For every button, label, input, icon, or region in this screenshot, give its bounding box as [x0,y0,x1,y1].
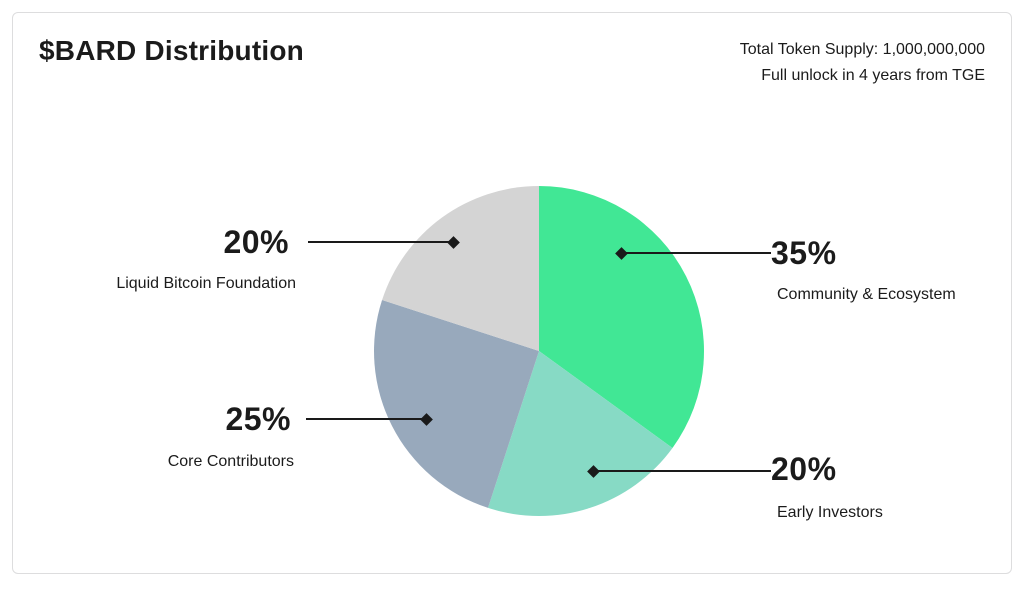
pie-chart-svg [374,186,704,516]
slice-label-core-contributors: Core Contributors [167,453,294,470]
distribution-card: $BARD Distribution Total Token Supply: 1… [12,12,1012,574]
slice-percentage-early-investors: 20% [771,451,837,487]
page-title: $BARD Distribution [39,35,304,66]
pie-slice-community-ecosystem [539,186,704,448]
slice-percentage-community-ecosystem: 35% [771,235,837,271]
pie-slice-liquid-bitcoin-foundation [382,186,539,351]
pie-slice-early-investors [488,351,673,516]
leader-line-core-contributors [306,418,426,420]
total-supply-text: Total Token Supply: 1,000,000,000 [739,41,985,58]
unlock-note-text: Full unlock in 4 years from TGE [761,67,985,84]
leader-line-liquid-bitcoin-foundation [308,241,453,243]
slice-label-community-ecosystem: Community & Ecosystem [777,286,956,303]
supply-info: Total Token Supply: 1,000,000,000 Full u… [740,37,985,89]
slice-percentage-core-contributors: 25% [225,401,291,437]
slice-label-early-investors: Early Investors [777,504,883,521]
slice-label-liquid-bitcoin-foundation: Liquid Bitcoin Foundation [116,275,296,292]
leader-line-community-ecosystem [621,252,771,254]
slice-percentage-liquid-bitcoin-foundation: 20% [223,224,289,260]
pie-chart [374,186,704,516]
pie-slice-core-contributors [374,300,539,508]
leader-line-early-investors [593,470,771,472]
